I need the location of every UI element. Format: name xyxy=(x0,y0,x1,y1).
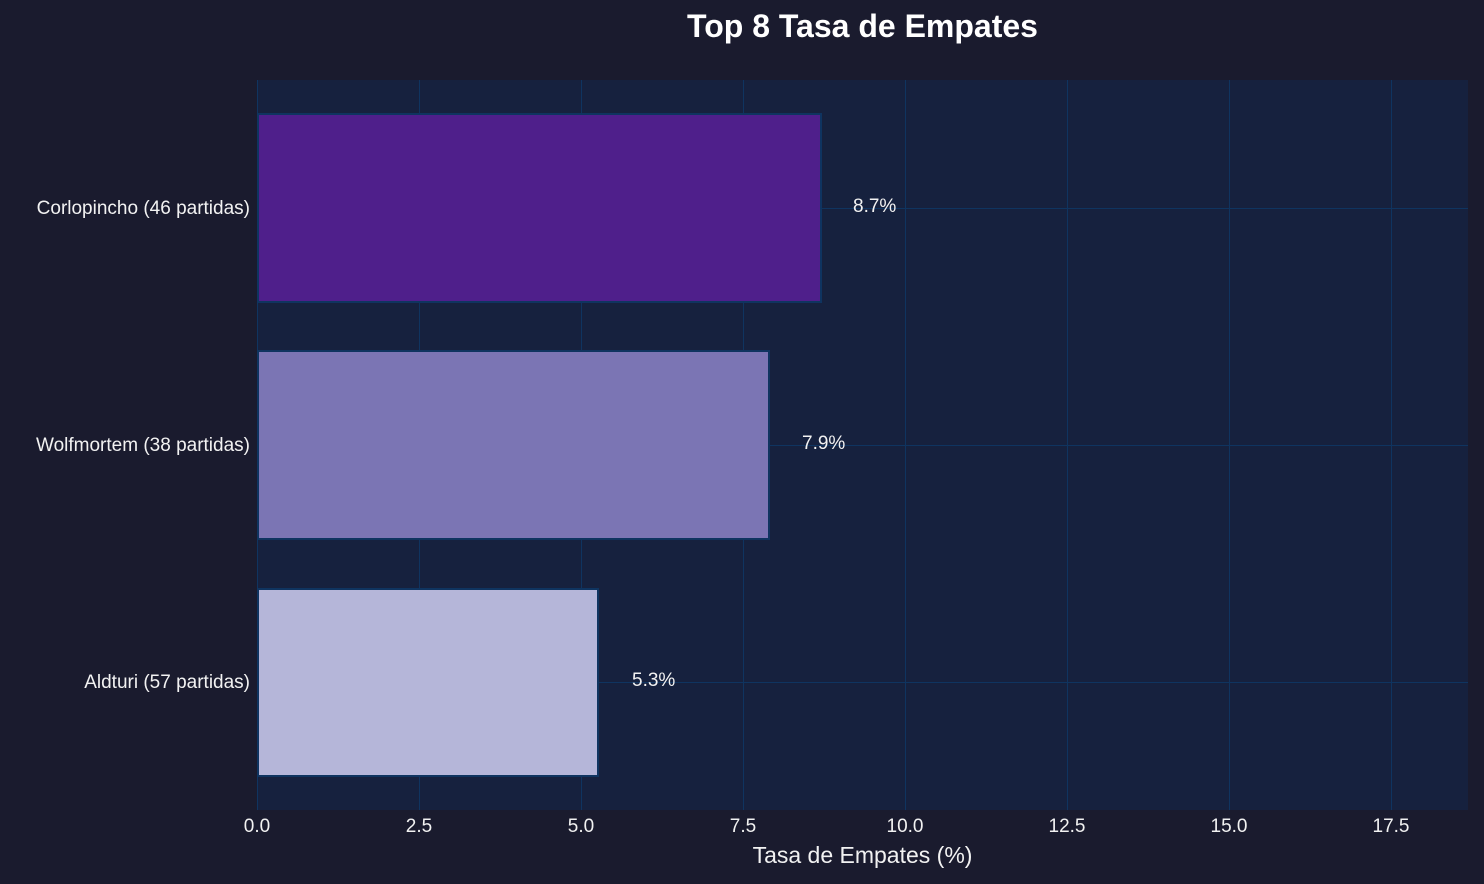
chart-title: Top 8 Tasa de Empates xyxy=(687,8,1038,44)
gridline xyxy=(257,208,1468,209)
y-tick-label: Wolfmortem (38 partidas) xyxy=(36,435,250,456)
plot-area: 8.7% 7.9% 5.3% xyxy=(257,80,1468,810)
bar-corlopincho xyxy=(257,113,822,303)
bar-aldturi xyxy=(257,588,599,777)
x-tick-label: 15.0 xyxy=(1210,816,1248,837)
bar-wolfmortem xyxy=(257,350,770,540)
x-tick-label: 7.5 xyxy=(729,816,757,837)
gridline xyxy=(257,445,1468,446)
y-tick-label: Aldturi (57 partidas) xyxy=(84,672,250,693)
value-label: 8.7% xyxy=(853,196,897,217)
x-tick-label: 17.5 xyxy=(1372,816,1410,837)
x-tick-label: 5.0 xyxy=(567,816,595,837)
x-tick-label: 10.0 xyxy=(886,816,924,837)
value-label: 5.3% xyxy=(632,670,676,691)
x-axis-label: Tasa de Empates (%) xyxy=(752,842,973,868)
gridline xyxy=(257,682,1468,683)
x-tick-label: 12.5 xyxy=(1048,816,1086,837)
y-tick-label: Corlopincho (46 partidas) xyxy=(36,198,250,219)
x-tick-label: 0.0 xyxy=(243,816,271,837)
value-label: 7.9% xyxy=(802,433,846,454)
x-tick-label: 2.5 xyxy=(405,816,433,837)
